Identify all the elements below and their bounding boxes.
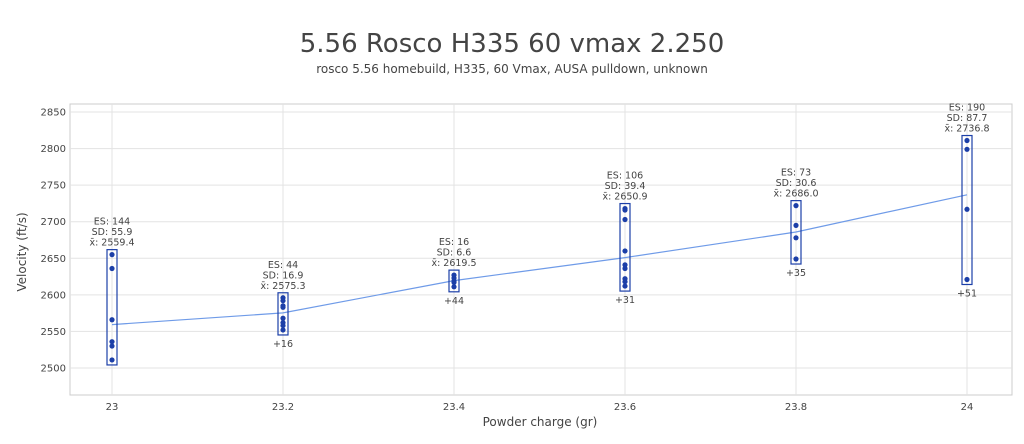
sd-label: SD: 16.9 [263, 270, 304, 281]
shot-point [109, 265, 115, 272]
es-label: ES: 16 [439, 237, 469, 248]
es-label: ES: 73 [781, 168, 811, 179]
sd-label: SD: 39.4 [605, 181, 646, 192]
spread-box [448, 269, 460, 293]
shot-point [793, 256, 799, 262]
shot-point [964, 276, 970, 283]
shot-point [622, 248, 628, 254]
y-tick-label: 2650 [41, 254, 66, 265]
es-label: ES: 144 [94, 217, 130, 228]
shot-point [622, 207, 628, 213]
shot-point [109, 252, 115, 258]
shot-point [622, 279, 628, 285]
shot-point [964, 206, 970, 212]
shot-point [280, 322, 286, 329]
shot-point [109, 343, 115, 349]
mean-label: x̄: 2619.5 [431, 258, 476, 269]
sd-label: SD: 30.6 [776, 178, 817, 189]
mean-label: x̄: 2686.0 [773, 189, 818, 200]
shot-point [793, 203, 799, 209]
mean-velocity-line [111, 194, 968, 326]
x-tick-label: 23.4 [443, 402, 465, 413]
y-tick-label: 2750 [41, 181, 66, 192]
shot-point [451, 284, 457, 290]
y-tick-label: 2800 [41, 144, 66, 155]
es-label: ES: 190 [949, 103, 985, 114]
velocity-delta-label: +31 [615, 295, 635, 306]
plot-area: 2500 2550 2600 2650 2700 2750 2800 2850 23 23.2 23… [41, 103, 1013, 413]
shot-point [280, 298, 286, 304]
velocity-delta-label: +51 [957, 288, 977, 299]
x-tick-label: 23.6 [614, 402, 636, 413]
shot-point [451, 279, 457, 286]
x-tick-label: 23.2 [272, 402, 294, 413]
y-tick-label: 2600 [41, 290, 66, 301]
velocity-delta-label: +35 [786, 268, 806, 279]
sd-label: SD: 55.9 [92, 227, 133, 238]
es-label: ES: 106 [607, 171, 643, 182]
y-axis-title: Velocity (ft/s) [15, 212, 29, 291]
es-label: ES: 44 [268, 260, 298, 271]
sd-label: SD: 6.6 [437, 248, 472, 259]
x-tick-label: 23 [106, 402, 119, 413]
x-tick-label: 24 [961, 402, 974, 413]
shot-point [280, 304, 286, 310]
spread-box [277, 292, 289, 336]
spread-box [106, 249, 118, 366]
shot-point [280, 315, 286, 321]
y-tick-label: 2550 [41, 327, 66, 338]
spread-box [790, 200, 802, 265]
plot-frame [69, 103, 1013, 396]
y-tick-label: 2700 [41, 217, 66, 228]
velocity-delta-label: +16 [273, 339, 293, 350]
x-tick-label: 23.8 [785, 402, 807, 413]
velocity-delta-label: +44 [444, 296, 464, 307]
shot-point [109, 317, 115, 323]
mean-label: x̄: 2736.8 [944, 124, 989, 135]
shot-point [964, 146, 970, 152]
chart-subtitle: rosco 5.56 homebuild, H335, 60 Vmax, AUS… [316, 62, 708, 76]
spread-box [961, 134, 973, 286]
shot-point [280, 327, 286, 333]
x-axis-title: Powder charge (gr) [483, 415, 598, 429]
sd-label: SD: 87.7 [947, 113, 988, 124]
mean-label: x̄: 2650.9 [602, 192, 647, 203]
shot-point [793, 222, 799, 228]
shot-point [793, 235, 799, 241]
mean-label: x̄: 2575.3 [260, 281, 305, 292]
spread-box [619, 202, 631, 292]
shot-point [964, 137, 970, 144]
y-tick-label: 2500 [41, 364, 66, 375]
mean-label: x̄: 2559.4 [89, 238, 134, 249]
shot-point [622, 262, 628, 268]
shot-point [622, 216, 628, 223]
shot-point [109, 339, 115, 345]
y-tick-label: 2850 [41, 108, 66, 119]
chart-title: 5.56 Rosco H335 60 vmax 2.250 [300, 29, 725, 59]
shot-point [109, 357, 115, 363]
shot-point [622, 265, 628, 272]
shot-point [622, 283, 628, 289]
